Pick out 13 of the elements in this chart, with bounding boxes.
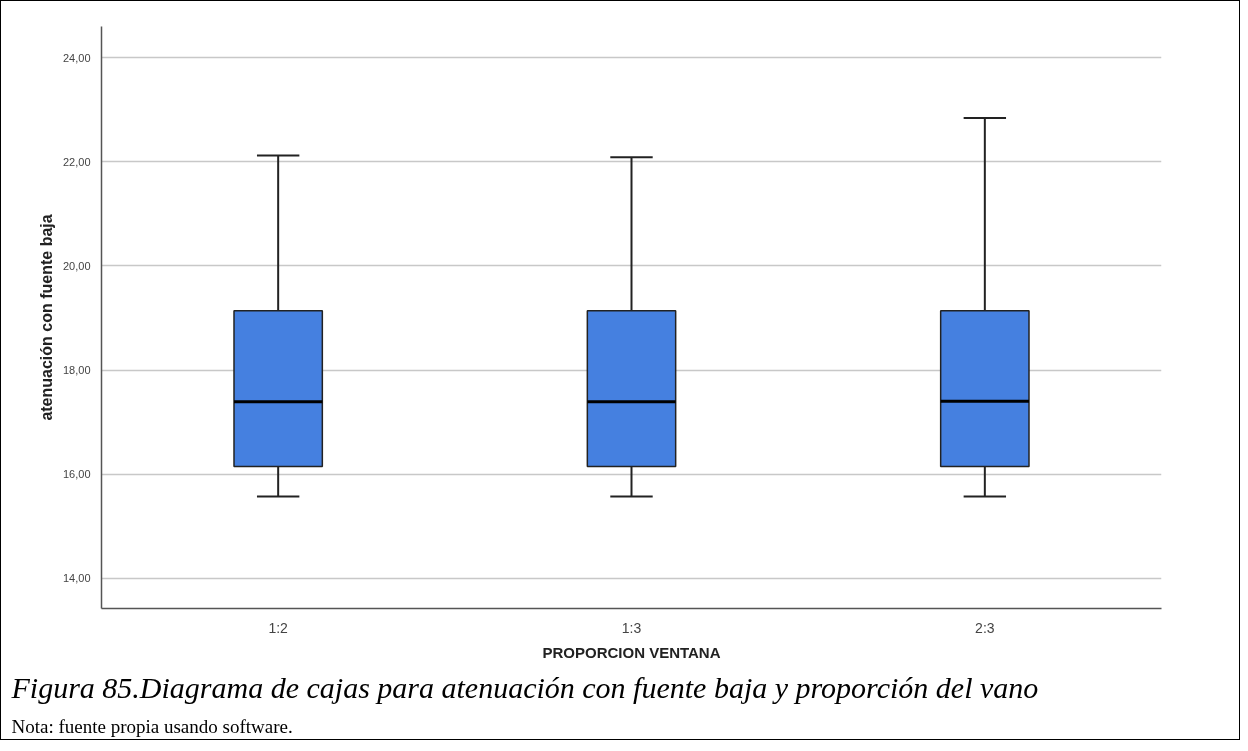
text: Figura 85.Diagrama de cajas para atenuación con fuente baja y proporción del vano — [10, 670, 1039, 704]
y-tick-label: 16,00 — [62, 468, 91, 481]
text: Nota: fuente propia usando software. — [11, 715, 293, 737]
y-tick-label: 24,00 — [62, 51, 91, 64]
y-tick-label: 20,00 — [62, 259, 91, 272]
x-axis-title: PROPORCION VENTANA — [542, 643, 721, 661]
y-tick-label: 14,00 — [62, 572, 91, 585]
x-tick-label: 1:3 — [621, 619, 642, 636]
y-axis-title: atenuación con fuente baja — [37, 214, 55, 421]
x-tick-label: 1:2 — [268, 619, 289, 636]
y-tick-label: 18,00 — [62, 364, 91, 377]
x-tick-label: 2:3 — [975, 619, 995, 636]
y-tick-label: 22,00 — [62, 155, 91, 168]
